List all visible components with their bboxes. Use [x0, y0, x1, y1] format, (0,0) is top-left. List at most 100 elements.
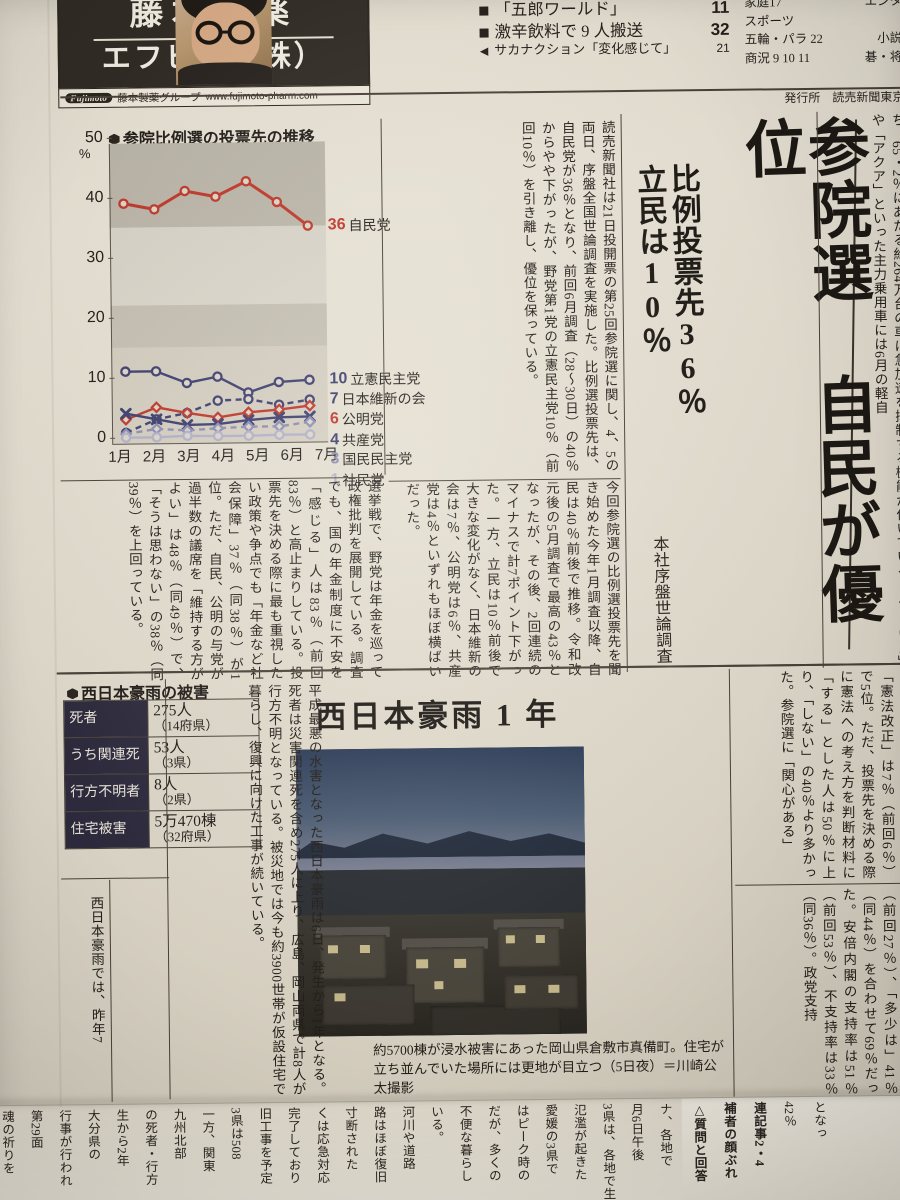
chart-x-tick-labels: 1月 2月 3月 4月 5月 6月 7月 [108, 443, 338, 467]
bottom-right-panel: △質問と回答 補者の顔ぶれ 連記事2・4 42％ となっ [681, 1095, 900, 1200]
square-bullet-icon [479, 28, 489, 38]
series-2 [120, 366, 315, 398]
index-item-page: 11 [711, 0, 730, 17]
person-photo [174, 0, 273, 86]
photo-house-3 [497, 926, 561, 968]
legend-value: 10 [329, 370, 348, 388]
bottom-snippet-20: 愛媛の3県で [543, 1103, 559, 1176]
disaster-headline: 西日本豪雨 1 年 [315, 696, 560, 735]
bottom-snippet-22: 3県は、各地で生 [600, 1103, 616, 1200]
bottom-snippet-18: だが、多くの [486, 1104, 501, 1183]
bottom-snippet-24: ナ、各地で [657, 1102, 673, 1168]
bottom-right-note-2: 補者の顔ぶれ [721, 1101, 737, 1180]
bottom-snippet-19: はピーク時の [514, 1104, 530, 1182]
legend-value: 6 [329, 410, 339, 428]
index-right-label: 五輪・パラ 22 [744, 31, 823, 47]
damage-category: 住宅被害 [64, 810, 150, 849]
disaster-photo [295, 746, 587, 1037]
y-tick-40: 40 [85, 188, 104, 207]
index-right-page: 小説12 [877, 30, 900, 46]
body-text-col-c: 選挙戦で、野党は年金を巡って政権批判を展開している。調査でも、国の年金制度に不安… [126, 478, 383, 682]
x-tick-3: 3月 [177, 447, 201, 466]
square-bullet-icon [479, 6, 489, 16]
glasses-right-lens-icon [227, 20, 255, 45]
index-right-item-5[interactable]: 商況 9 10 11 碁・将棋 [745, 48, 900, 69]
bottom-snippet-2: 第29面 [28, 1109, 43, 1149]
x-tick-6: 6月 [280, 446, 304, 464]
body-lead: 読売新聞社は21日投開票の第25回参院選に関し、4、5の両日、序盤全国世論調査を… [519, 120, 619, 473]
legend-value: 36 [327, 216, 346, 234]
index-right-item-3[interactable]: スポーツ24 [744, 10, 900, 31]
legend-label: 公明党 [341, 412, 384, 429]
bottom-snippet-3: 行事が行われ [57, 1109, 72, 1187]
legend-value: 3 [330, 450, 340, 468]
y-tick-20: 20 [86, 308, 105, 327]
bottom-snippet-12: くは応急対応 [314, 1106, 330, 1184]
bottom-right-note-5: となっ [811, 1100, 827, 1140]
x-tick-1: 1月 [108, 448, 132, 466]
headline-credit: 本社序盤世論調査 [650, 535, 671, 664]
bottom-snippet-16: いる。 [428, 1105, 444, 1144]
bottom-snippet-4: 大分県の [85, 1109, 101, 1161]
index-right-label: 商況 9 10 11 [744, 50, 811, 66]
bullet-cube-icon-2 [67, 688, 78, 699]
legend-label: 共産党 [342, 433, 385, 450]
damage-category: 死者 [63, 699, 149, 738]
bottom-right-note-1: △質問と回答 [691, 1102, 707, 1183]
index-right-label: 家庭17 [744, 0, 782, 10]
index-item-page: 21 [716, 41, 730, 56]
legend-value: 4 [330, 431, 340, 449]
bottom-snippet-1: 魂の祈りを [0, 1109, 15, 1175]
y-tickmark-50 [106, 137, 112, 139]
index-item-page: 32 [710, 19, 730, 39]
y-tick-30: 30 [86, 248, 105, 267]
disaster-col-b: 西日本豪雨では、昨年7 [88, 895, 106, 1044]
y-tickmark-20 [108, 317, 114, 319]
bottom-snippet-23: 月6日午後 [629, 1102, 644, 1162]
index-item-label: サカナクション「変化感じて」 [494, 40, 677, 58]
x-tick-5: 5月 [246, 447, 270, 465]
photo-house-6 [504, 974, 579, 1010]
bottom-page-strip: △質問と回答 補者の顔ぶれ 連記事2・4 42％ となっ 魂の祈りを 第29面 行事が行われ… [0, 1094, 900, 1200]
index-right-item-4[interactable]: 五輪・パラ 22 小説12 [745, 29, 900, 50]
body-text-col-b: 今回参院選の比例選投票先を聞き始めた今年1月調査以降、自民は40％前後で推移。令… [403, 480, 621, 679]
damage-category: うち関連死 [64, 736, 149, 775]
bottom-snippet-17: 不便な暮らし [457, 1104, 473, 1183]
x-tick-4: 4月 [211, 447, 236, 465]
index-right-label: スポーツ [744, 13, 795, 29]
bottom-snippet-11: 完了しており [285, 1106, 301, 1185]
publisher-line: 発行所 読売新聞東京 [784, 89, 900, 106]
bottom-snippet-7: 九州北部 [171, 1108, 187, 1160]
damage-category: 行方不明者 [64, 773, 149, 812]
bottom-snippet-14: 路はほぼ復旧 [371, 1105, 387, 1184]
photo-house-5 [430, 1004, 561, 1037]
series-1 [118, 176, 313, 231]
photo-house-4 [322, 984, 415, 1026]
bottom-snippet-5: 生から2年 [114, 1108, 129, 1168]
headline-subtitle: 比例投票先36％ 立民は10％ [631, 163, 711, 595]
chart-series-svg [118, 176, 317, 443]
bottom-snippet-8: 一方、関東 [200, 1107, 215, 1173]
y-tick-0: 0 [97, 428, 107, 447]
y-tickmark-30 [108, 257, 114, 259]
triangle-bullet-icon: ◀ [479, 45, 489, 58]
index-item-3[interactable]: 激辛飲料で 9 人搬送 32 [479, 18, 730, 43]
y-tickmark-40 [107, 197, 113, 199]
disaster-col-a: 平成最悪の水害となった西日本豪雨は6日、発生から1年となる。死者は災害関連死を含… [246, 683, 326, 1097]
index-item-4[interactable]: ◀ サカナクション「変化感じて」 21 [480, 40, 730, 59]
shoulders-shape [177, 61, 273, 86]
index-item-label: 「五郎ワールド」 [494, 0, 627, 20]
index-item-label: 激辛飲料で 9 人搬送 [494, 20, 644, 41]
y-tick-10: 10 [87, 368, 106, 387]
bottom-snippet-13: 寸断された [343, 1106, 358, 1171]
chart-legend: 36自民党10立憲民主党7日本維新の会6公明党4共産党3国民民主党1社民党 [327, 141, 426, 489]
photo-house-1 [319, 934, 387, 980]
index-list-right: 国際 8 交流10教育家庭17エンタメスポーツ24五輪・パラ 22小説12商況 … [744, 0, 900, 68]
bottom-snippet-9: 3県は508 [228, 1107, 244, 1160]
y-tickmark-10 [109, 377, 115, 379]
legend-item-4: 6 公明党 [330, 409, 384, 430]
